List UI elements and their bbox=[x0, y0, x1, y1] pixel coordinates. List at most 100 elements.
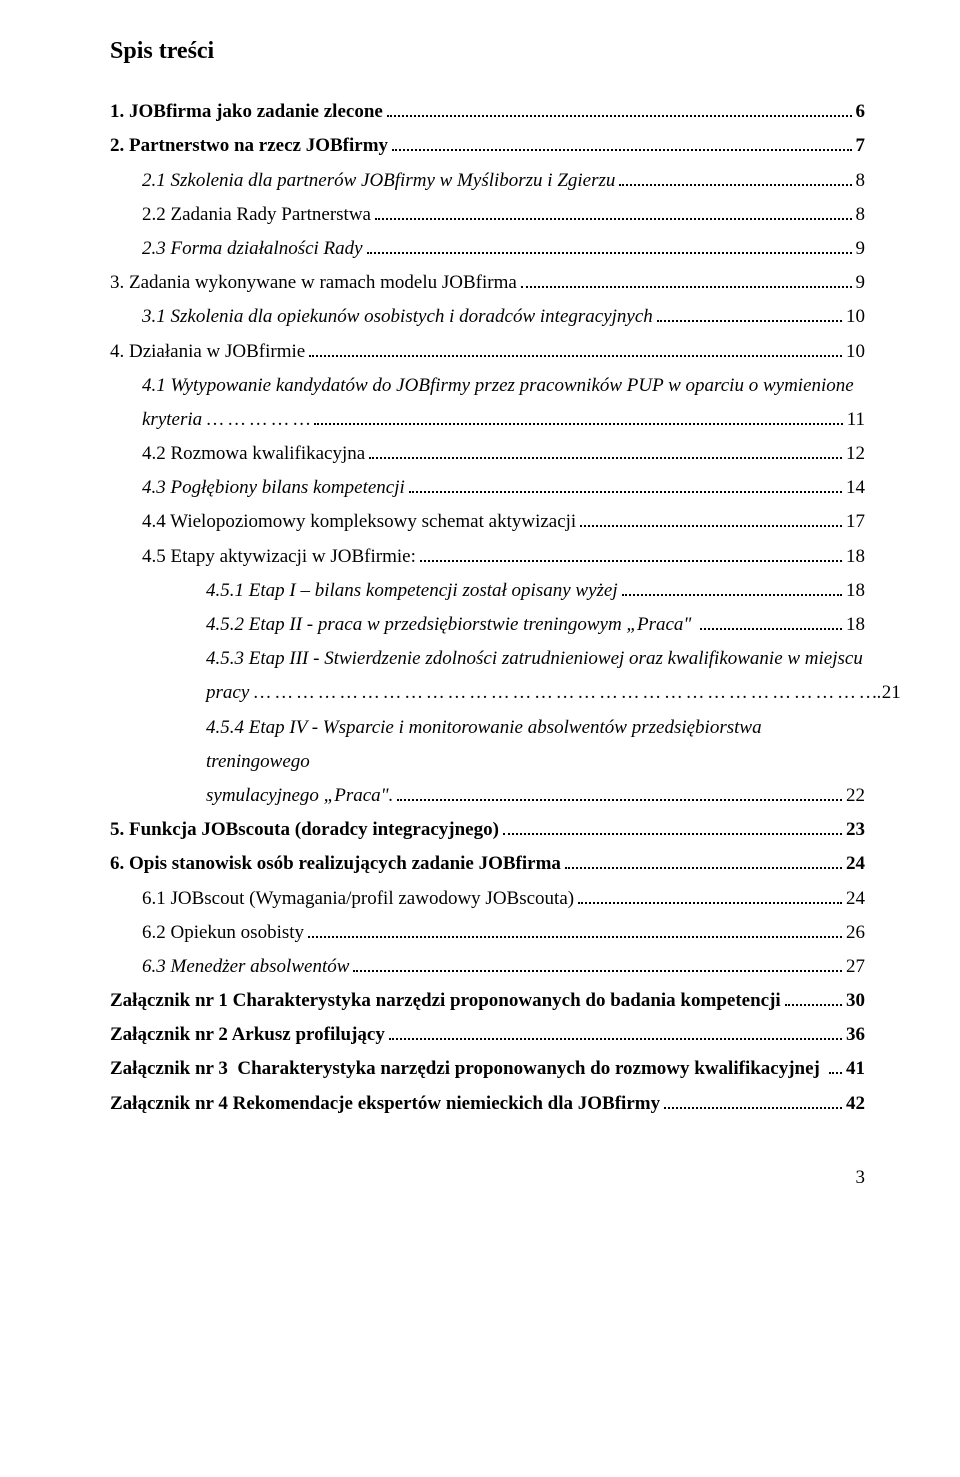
toc-label: 4.5 Etapy aktywizacji w JOBfirmie: bbox=[142, 540, 416, 574]
toc-label: 6.2 Opiekun osobisty bbox=[142, 916, 304, 950]
toc-label-cont: pracy … … … … … … … … … … … … … … … … … … bbox=[206, 676, 882, 710]
toc-label: 4.5.4 Etap IV - Wsparcie i monitorowanie… bbox=[206, 711, 865, 779]
toc-page: 14 bbox=[846, 471, 865, 505]
toc-entry: 4.5 Etapy aktywizacji w JOBfirmie: 18 bbox=[110, 540, 865, 574]
toc-leader bbox=[664, 1096, 842, 1108]
toc-entry: 5. Funkcja JOBscouta (doradcy integracyj… bbox=[110, 813, 865, 847]
toc-label: 4.1 Wytypowanie kandydatów do JOBfirmy p… bbox=[142, 369, 865, 403]
toc-entry: 4. Działania w JOBfirmie10 bbox=[110, 335, 865, 369]
toc-label: Załącznik nr 1 Charakterystyka narzędzi … bbox=[110, 984, 781, 1018]
toc-label: 5. Funkcja JOBscouta (doradcy integracyj… bbox=[110, 813, 499, 847]
toc-entry: 1. JOBfirma jako zadanie zlecone 6 bbox=[110, 95, 865, 129]
toc-page: 9 bbox=[856, 266, 866, 300]
toc-label: Załącznik nr 2 Arkusz profilujący bbox=[110, 1018, 385, 1052]
toc-label: 3. Zadania wykonywane w ramach modelu JO… bbox=[110, 266, 517, 300]
toc-label: 2.2 Zadania Rady Partnerstwa bbox=[142, 198, 371, 232]
toc-entry: 6.2 Opiekun osobisty 26 bbox=[110, 916, 865, 950]
toc-page: 23 bbox=[846, 813, 865, 847]
toc-page: 42 bbox=[846, 1087, 865, 1121]
toc-page: 21 bbox=[882, 676, 901, 710]
toc-entry: 4.5.1 Etap I – bilans kompetencji został… bbox=[110, 574, 865, 608]
toc-page: 41 bbox=[846, 1052, 865, 1086]
toc-page: 17 bbox=[846, 505, 865, 539]
toc-label: 4.3 Pogłębiony bilans kompetencji bbox=[142, 471, 405, 505]
toc-entry: 2.1 Szkolenia dla partnerów JOBfirmy w M… bbox=[110, 164, 865, 198]
toc-leader bbox=[308, 925, 842, 937]
toc-page: 36 bbox=[846, 1018, 865, 1052]
toc-leader bbox=[785, 994, 842, 1006]
toc-entry: 4.4 Wielopoziomowy kompleksowy schemat a… bbox=[110, 505, 865, 539]
toc-leader bbox=[578, 891, 842, 903]
toc-label-cont: symulacyjnego „Praca". bbox=[206, 779, 393, 813]
toc-leader bbox=[309, 344, 842, 356]
toc-label: 3.1 Szkolenia dla opiekunów osobistych i… bbox=[142, 300, 653, 334]
toc-label: 4.5.2 Etap II - praca w przedsiębiorstwi… bbox=[206, 608, 696, 642]
toc-leader bbox=[389, 1028, 842, 1040]
toc-entry: 3.1 Szkolenia dla opiekunów osobistych i… bbox=[110, 300, 865, 334]
toc-leader bbox=[521, 276, 852, 288]
toc-label: 6.3 Menedżer absolwentów bbox=[142, 950, 349, 984]
toc-entry: 4.5.2 Etap II - praca w przedsiębiorstwi… bbox=[110, 608, 865, 642]
toc-page: 7 bbox=[856, 129, 866, 163]
toc-label-cont: kryteria … … … … … bbox=[142, 403, 310, 437]
toc-page: 9 bbox=[856, 232, 866, 266]
toc-label: 4.5.3 Etap III - Stwierdzenie zdolności … bbox=[206, 642, 865, 676]
toc-page: 18 bbox=[846, 540, 865, 574]
toc-entry: 6.1 JOBscout (Wymagania/profil zawodowy … bbox=[110, 882, 865, 916]
toc-leader bbox=[619, 173, 851, 185]
toc-entry: 3. Zadania wykonywane w ramach modelu JO… bbox=[110, 266, 865, 300]
toc-page: 8 bbox=[856, 164, 866, 198]
toc-leader bbox=[700, 618, 842, 630]
toc-label: 4.4 Wielopoziomowy kompleksowy schemat a… bbox=[142, 505, 576, 539]
toc-label: Załącznik nr 3 Charakterystyka narzędzi … bbox=[110, 1052, 825, 1086]
toc-entry: 4.2 Rozmowa kwalifikacyjna 12 bbox=[110, 437, 865, 471]
toc-page: 6 bbox=[856, 95, 866, 129]
toc-leader bbox=[829, 1062, 842, 1074]
toc-leader bbox=[409, 481, 842, 493]
toc-leader bbox=[387, 105, 852, 117]
toc-entry: 4.5.3 Etap III - Stwierdzenie zdolności … bbox=[110, 642, 865, 710]
page-number: 3 bbox=[110, 1161, 865, 1195]
toc-page: 22 bbox=[846, 779, 865, 813]
toc-entry: 6. Opis stanowisk osób realizujących zad… bbox=[110, 847, 865, 881]
toc-entry: Załącznik nr 4 Rekomendacje ekspertów ni… bbox=[110, 1087, 865, 1121]
toc-leader bbox=[367, 242, 852, 254]
toc-page: 18 bbox=[846, 608, 865, 642]
toc-label: 6. Opis stanowisk osób realizujących zad… bbox=[110, 847, 561, 881]
toc-page: 10 bbox=[846, 300, 865, 334]
toc-page: 10 bbox=[846, 335, 865, 369]
toc-page: 27 bbox=[846, 950, 865, 984]
toc-entry: Załącznik nr 1 Charakterystyka narzędzi … bbox=[110, 984, 865, 1018]
toc-entry: 2. Partnerstwo na rzecz JOBfirmy 7 bbox=[110, 129, 865, 163]
toc-entry: 2.3 Forma działalności Rady 9 bbox=[110, 232, 865, 266]
toc-leader bbox=[657, 310, 842, 322]
toc-entry: 4.1 Wytypowanie kandydatów do JOBfirmy p… bbox=[110, 369, 865, 437]
toc-leader bbox=[369, 447, 842, 459]
toc-label: 6.1 JOBscout (Wymagania/profil zawodowy … bbox=[142, 882, 574, 916]
toc-entry: 4.3 Pogłębiony bilans kompetencji 14 bbox=[110, 471, 865, 505]
toc-title: Spis treści bbox=[110, 30, 865, 73]
toc-entry: 6.3 Menedżer absolwentów 27 bbox=[110, 950, 865, 984]
toc-entry: 4.5.4 Etap IV - Wsparcie i monitorowanie… bbox=[110, 711, 865, 814]
toc-leader bbox=[392, 139, 851, 151]
toc-page: 8 bbox=[856, 198, 866, 232]
toc-leader bbox=[503, 823, 842, 835]
toc-entry: 2.2 Zadania Rady Partnerstwa 8 bbox=[110, 198, 865, 232]
toc-page: 26 bbox=[846, 916, 865, 950]
toc-leader bbox=[580, 515, 842, 527]
toc-entry: Załącznik nr 2 Arkusz profilujący 36 bbox=[110, 1018, 865, 1052]
toc-leader bbox=[420, 549, 842, 561]
toc-label: Załącznik nr 4 Rekomendacje ekspertów ni… bbox=[110, 1087, 660, 1121]
toc-label: 2.1 Szkolenia dla partnerów JOBfirmy w M… bbox=[142, 164, 615, 198]
toc-page: 11 bbox=[847, 403, 865, 437]
toc-label: 1. JOBfirma jako zadanie zlecone bbox=[110, 95, 383, 129]
toc-leader bbox=[314, 412, 842, 424]
toc-label: 2. Partnerstwo na rzecz JOBfirmy bbox=[110, 129, 388, 163]
toc-entry: Załącznik nr 3 Charakterystyka narzędzi … bbox=[110, 1052, 865, 1086]
toc-page: 18 bbox=[846, 574, 865, 608]
toc-page: 12 bbox=[846, 437, 865, 471]
toc-leader bbox=[375, 207, 852, 219]
toc-label: 4.5.1 Etap I – bilans kompetencji został… bbox=[206, 574, 618, 608]
toc-page: 24 bbox=[846, 847, 865, 881]
toc-page: 24 bbox=[846, 882, 865, 916]
